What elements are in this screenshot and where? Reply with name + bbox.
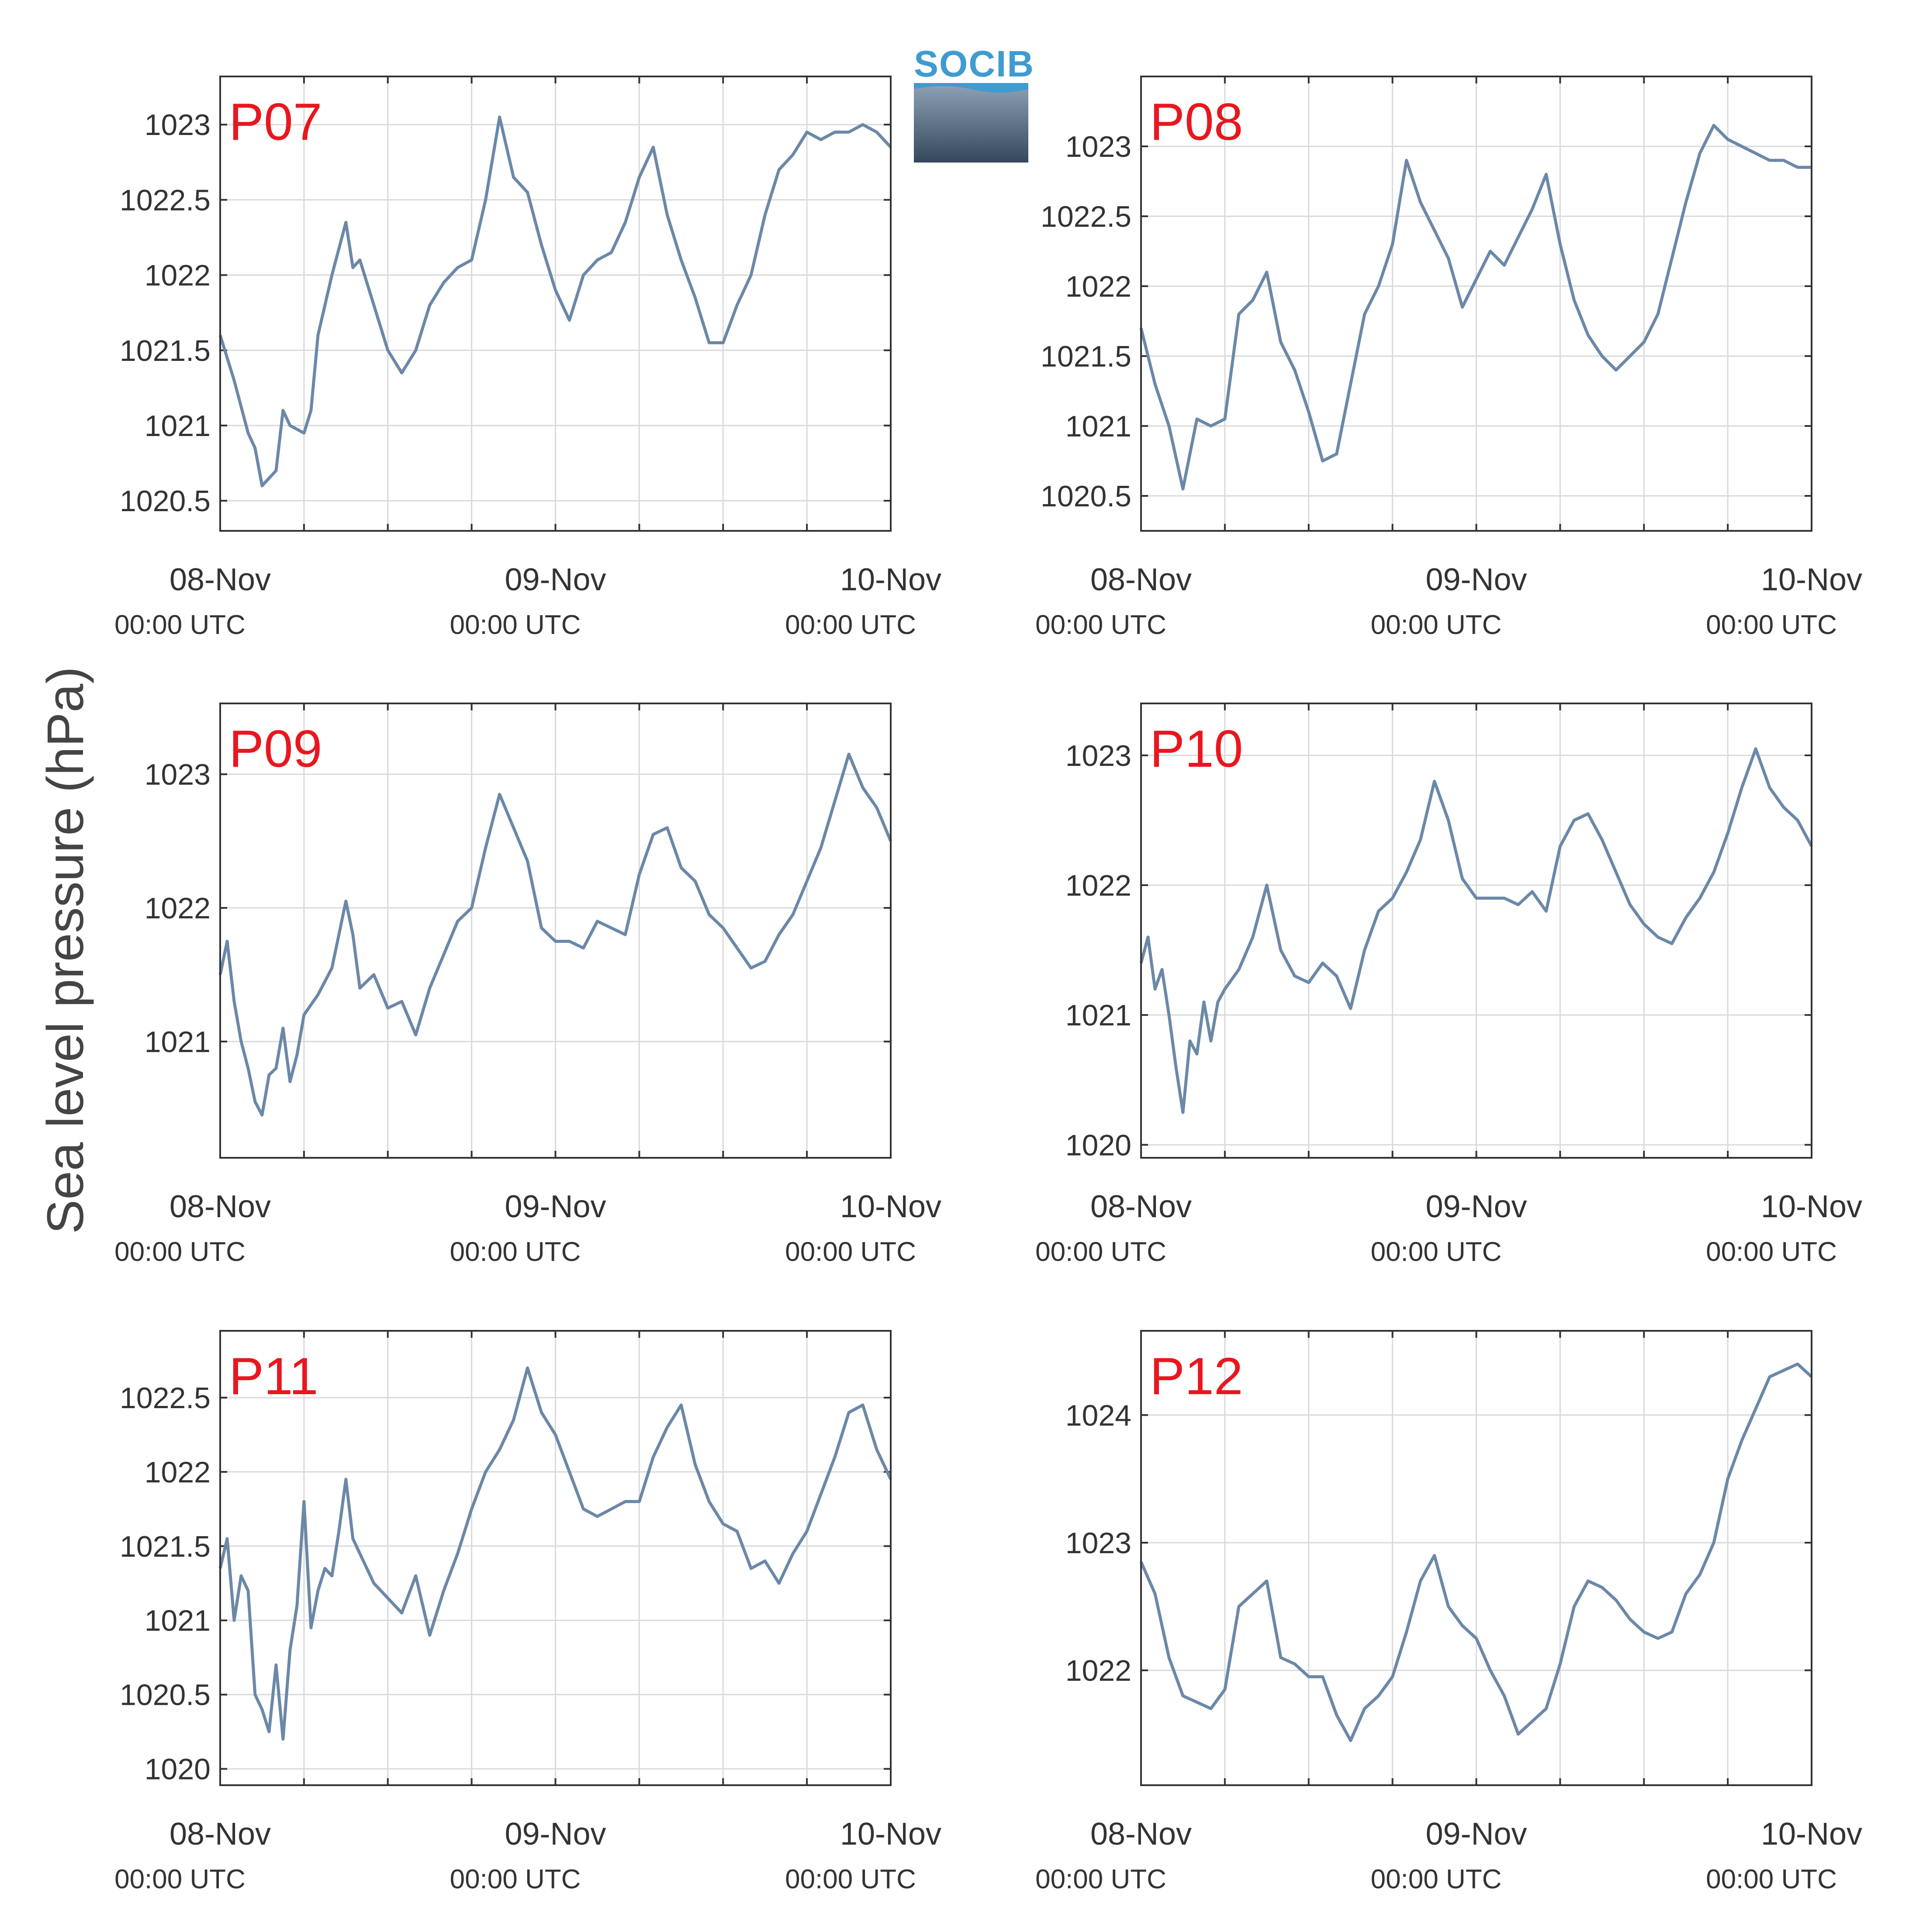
x-tick-label: 08-Nov [1090,1817,1192,1852]
x-tick-sublabel: 00:00 UTC [1371,610,1502,640]
y-tick-label: 1021 [145,1025,211,1059]
x-tick-label: 10-Nov [840,562,941,597]
x-tick-label: 08-Nov [169,1189,271,1224]
plot-frame [219,703,892,1159]
y-tick-label: 1022 [145,1456,211,1489]
chart-panel-p08: 1020.5 1021 1021.5 1022 1022.5 1023 08-Nov 00:0… [1035,76,1862,640]
y-tick-label: 1022 [145,892,211,925]
x-tick-label: 09-Nov [1425,1817,1527,1852]
x-tick-label: 08-Nov [169,1817,271,1852]
panel-label: P11 [229,1347,318,1406]
y-tick-label: 1023 [1065,1527,1131,1560]
x-tick-sublabel: 00:00 UTC [1706,1864,1837,1894]
panel-label: P12 [1150,1347,1243,1406]
logo-wave-icon [914,83,1028,93]
x-tick-sublabel: 00:00 UTC [450,610,581,640]
y-tick-label: 1021.5 [120,334,211,367]
y-tick-label: 1021 [145,1604,211,1638]
plot-frame [219,76,892,532]
y-tick-label: 1023 [145,108,211,142]
y-tick-label: 1020 [1065,1129,1131,1162]
panel-label: P08 [1150,93,1243,151]
socib-logo: SOCIB [914,43,1035,163]
y-tick-label: 1021.5 [1041,340,1131,373]
x-tick-label: 10-Nov [1761,1189,1862,1224]
x-tick-sublabel: 00:00 UTC [785,1864,916,1894]
y-tick-label: 1022.5 [120,1381,211,1415]
x-tick-sublabel: 00:00 UTC [785,1237,916,1267]
x-tick-label: 09-Nov [505,562,606,597]
y-tick-label: 1021 [1065,999,1131,1032]
y-tick-label: 1023 [1065,739,1131,772]
plot-frame [1140,1330,1812,1786]
x-tick-sublabel: 00:00 UTC [1035,1237,1166,1267]
x-tick-sublabel: 00:00 UTC [1706,610,1837,640]
chart-panel-p07: 1020.5 1021 1021.5 1022 1022.5 1023 08-Nov 00:0… [114,76,941,640]
x-tick-sublabel: 00:00 UTC [1371,1864,1502,1894]
data-line-p08 [1139,124,1812,491]
x-tick-label: 08-Nov [1090,562,1192,597]
panel-label: P09 [229,720,322,778]
y-tick-label: 1023 [145,758,211,791]
x-tick-label: 09-Nov [1425,562,1527,597]
x-tick-sublabel: 00:00 UTC [1035,610,1166,640]
x-tick-label: 10-Nov [1761,1817,1862,1852]
x-tick-sublabel: 00:00 UTC [450,1864,581,1894]
y-tick-label: 1022 [1065,1654,1131,1687]
chart-panel-p12: 1022 1023 1024 08-Nov 00:00 UTC 09-Nov 00:00 U… [1035,1330,1862,1894]
chart-panel-p11: 1020 1020.5 1021 1021.5 1022 1022.5 08-Nov 00:0… [114,1330,941,1894]
x-tick-sublabel: 00:00 UTC [1706,1237,1837,1267]
y-tick-label: 1020.5 [120,1679,211,1712]
x-tick-label: 09-Nov [505,1189,606,1224]
x-tick-sublabel: 00:00 UTC [1371,1237,1502,1267]
y-tick-label: 1022.5 [120,184,211,217]
x-tick-label: 09-Nov [505,1817,606,1852]
data-line-p12 [1139,1362,1813,1742]
y-tick-label: 1022 [145,259,211,292]
x-tick-sublabel: 00:00 UTC [114,610,246,640]
panel-label: P07 [229,93,322,151]
y-tick-label: 1021 [145,409,211,443]
x-tick-label: 10-Nov [840,1189,941,1224]
logo-gradient-box [914,83,1028,163]
plot-frame [1140,703,1812,1159]
y-tick-label: 1022 [1065,869,1131,902]
y-axis-label: Sea level pressure (hPa) [37,667,94,1234]
x-tick-label: 10-Nov [1761,562,1862,597]
data-line-p11 [218,1366,892,1741]
panel-label: P10 [1150,720,1243,778]
y-tick-label: 1022.5 [1041,200,1131,233]
y-tick-label: 1021 [1065,410,1131,443]
chart-panel-p10: 1020 1021 1022 1023 08-Nov 00:00 UTC 09-Nov 00:… [1035,703,1862,1267]
logo-text: SOCIB [914,43,1035,84]
data-line-p07 [218,115,892,488]
y-tick-label: 1020.5 [1041,480,1131,513]
x-tick-label: 08-Nov [1090,1189,1192,1224]
x-tick-sublabel: 00:00 UTC [450,1237,581,1267]
x-tick-label: 09-Nov [1425,1189,1527,1224]
plot-frame [219,1330,892,1786]
x-tick-label: 08-Nov [169,562,271,597]
x-tick-sublabel: 00:00 UTC [114,1237,246,1267]
x-tick-label: 10-Nov [840,1817,941,1852]
x-tick-sublabel: 00:00 UTC [114,1864,246,1894]
y-tick-label: 1024 [1065,1399,1131,1432]
plot-frame [1140,76,1812,532]
y-tick-label: 1020.5 [120,485,211,518]
y-tick-label: 1023 [1065,130,1131,163]
y-tick-label: 1020 [145,1753,211,1786]
panels: 1020.5 1021 1021.5 1022 1022.5 1023 08-Nov 00:0… [114,76,1862,1894]
data-line-p09 [218,752,892,1117]
chart-panel-p09: 1021 1022 1023 08-Nov 00:00 UTC 09-Nov 00:00 U… [114,703,941,1267]
x-tick-sublabel: 00:00 UTC [785,610,916,640]
data-line-p10 [1139,747,1813,1114]
y-tick-label: 1021.5 [120,1530,211,1563]
y-tick-label: 1022 [1065,270,1131,303]
x-tick-sublabel: 00:00 UTC [1035,1864,1166,1894]
